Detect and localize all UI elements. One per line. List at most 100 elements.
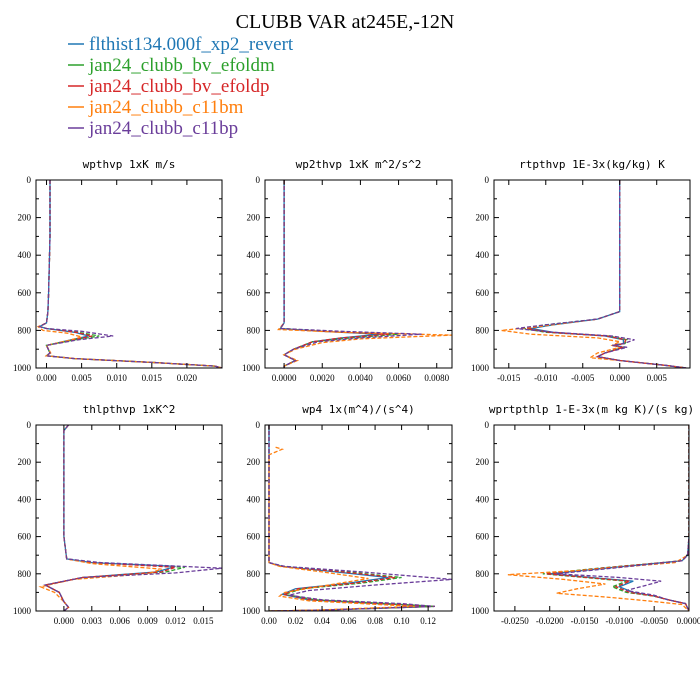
y-tick-label: 800 (18, 325, 32, 335)
y-tick-label: 1000 (242, 363, 261, 373)
x-tick-label: -0.0200 (536, 616, 564, 626)
x-tick-label: 0.0040 (348, 373, 373, 383)
x-tick-label: 0.000 (54, 616, 75, 626)
legend-label: jan24_clubb_c11bp (88, 118, 238, 139)
series-group (277, 180, 452, 368)
series-line (507, 425, 689, 611)
y-tick-label: 800 (247, 325, 261, 335)
y-tick-label: 600 (476, 288, 490, 298)
legend-item: jan24_clubb_bv_efoldp (68, 76, 269, 97)
x-tick-label: 0.015 (142, 373, 163, 383)
x-tick-label: -0.010 (534, 373, 558, 383)
y-tick-label: 0 (256, 420, 261, 430)
series-line (268, 425, 452, 611)
x-tick-label: -0.0250 (501, 616, 529, 626)
y-tick-label: 800 (476, 569, 490, 579)
series-line (43, 425, 185, 611)
x-tick-label: 0.0060 (386, 373, 411, 383)
y-tick-label: 200 (247, 213, 261, 223)
plot-frame (264, 179, 453, 369)
series-line (530, 180, 687, 368)
series-line (501, 180, 687, 368)
x-tick-label: 0.08 (367, 616, 383, 626)
x-tick-label: -0.015 (497, 373, 521, 383)
x-tick-label: 0.0080 (424, 373, 449, 383)
y-tick-label: 400 (18, 250, 32, 260)
x-tick-label: 0.0000 (677, 616, 700, 626)
y-tick-label: 600 (247, 288, 261, 298)
panel-title: wp2thvp 1xK m^2/s^2 (296, 158, 422, 171)
x-tick-label: -0.0050 (640, 616, 668, 626)
y-tick-label: 200 (18, 457, 32, 467)
plot-panel: thlpthvp 1xK^2 0 200 400 600 800 1000 0.000 0.00… (13, 403, 223, 626)
figure-title: CLUBB VAR at245E,-12N (236, 11, 455, 33)
series-line (546, 425, 689, 611)
x-tick-label: 0.06 (341, 616, 357, 626)
x-tick-label: 0.000 (36, 373, 57, 383)
y-tick-label: 400 (247, 494, 261, 504)
x-tick-label: 0.010 (107, 373, 128, 383)
legend-label: jan24_clubb_c11bm (88, 97, 244, 118)
y-tick-label: 600 (247, 532, 261, 542)
x-tick-label: 0.0020 (310, 373, 335, 383)
y-tick-label: 200 (247, 457, 261, 467)
legend-label: flthist134.000f_xp2_revert (89, 34, 294, 55)
plot-panel: wp2thvp 1xK m^2/s^2 0 200 400 600 800 1000 0.00… (242, 158, 453, 383)
plot-frame (35, 179, 223, 369)
x-tick-label: 0.0000 (272, 373, 297, 383)
y-tick-label: 200 (476, 213, 490, 223)
x-tick-label: 0.015 (193, 616, 214, 626)
x-tick-label: -0.0150 (571, 616, 599, 626)
x-tick-label: 0.005 (71, 373, 92, 383)
plot-panel: rtpthvp 1E-3x(kg/kg) K02004006008001000-… (471, 158, 691, 383)
series-line (556, 425, 689, 611)
legend-label: jan24_clubb_bv_efoldm (88, 55, 275, 76)
panel-title: rtpthvp 1E-3x(kg/kg) K (519, 158, 665, 171)
plot-frame (493, 179, 691, 369)
series-line (516, 180, 687, 368)
y-tick-label: 400 (476, 250, 490, 260)
y-tick-label: 200 (476, 457, 490, 467)
plot-panel: wprtpthlp 1-E-3x(m kg K)/(s kg) 0 200 400 60… (471, 403, 700, 626)
y-tick-label: 800 (476, 325, 490, 335)
y-tick-label: 400 (476, 494, 490, 504)
y-tick-label: 1000 (242, 606, 261, 616)
series-line (36, 180, 222, 368)
panel-title: wprtpthlp 1-E-3x(m kg K)/(s kg) (489, 403, 694, 416)
y-tick-label: 800 (18, 569, 32, 579)
series-line (549, 425, 689, 611)
x-tick-label: 0.012 (165, 616, 185, 626)
y-tick-label: 0 (27, 175, 32, 185)
y-tick-label: 1000 (13, 606, 32, 616)
series-line (279, 180, 422, 368)
x-tick-label: 0.003 (82, 616, 103, 626)
legend: flthist134.000f_xp2_revertjan24_clubb_bv… (68, 34, 294, 139)
series-line (37, 180, 222, 368)
series-group (507, 425, 689, 611)
series-group (501, 180, 687, 368)
series-line (43, 425, 222, 611)
x-tick-label: 0.00 (261, 616, 277, 626)
legend-item: jan24_clubb_bv_efoldm (68, 55, 275, 76)
x-tick-label: 0.009 (137, 616, 158, 626)
x-tick-label: 0.006 (110, 616, 131, 626)
x-tick-label: 0.02 (288, 616, 304, 626)
legend-item: flthist134.000f_xp2_revert (68, 34, 294, 55)
series-line (37, 180, 222, 368)
y-tick-label: 0 (485, 175, 490, 185)
y-tick-label: 200 (18, 213, 32, 223)
y-tick-label: 0 (485, 420, 490, 430)
y-tick-label: 1000 (471, 363, 490, 373)
series-group (268, 425, 452, 611)
y-tick-label: 1000 (13, 363, 32, 373)
panel-title: wpthvp 1xK m/s (83, 158, 176, 171)
y-tick-label: 600 (18, 532, 32, 542)
legend-label: jan24_clubb_bv_efoldp (88, 76, 269, 97)
series-line (43, 425, 176, 611)
series-line (277, 180, 452, 368)
x-tick-label: 0.10 (394, 616, 410, 626)
x-tick-label: 0.04 (314, 616, 330, 626)
